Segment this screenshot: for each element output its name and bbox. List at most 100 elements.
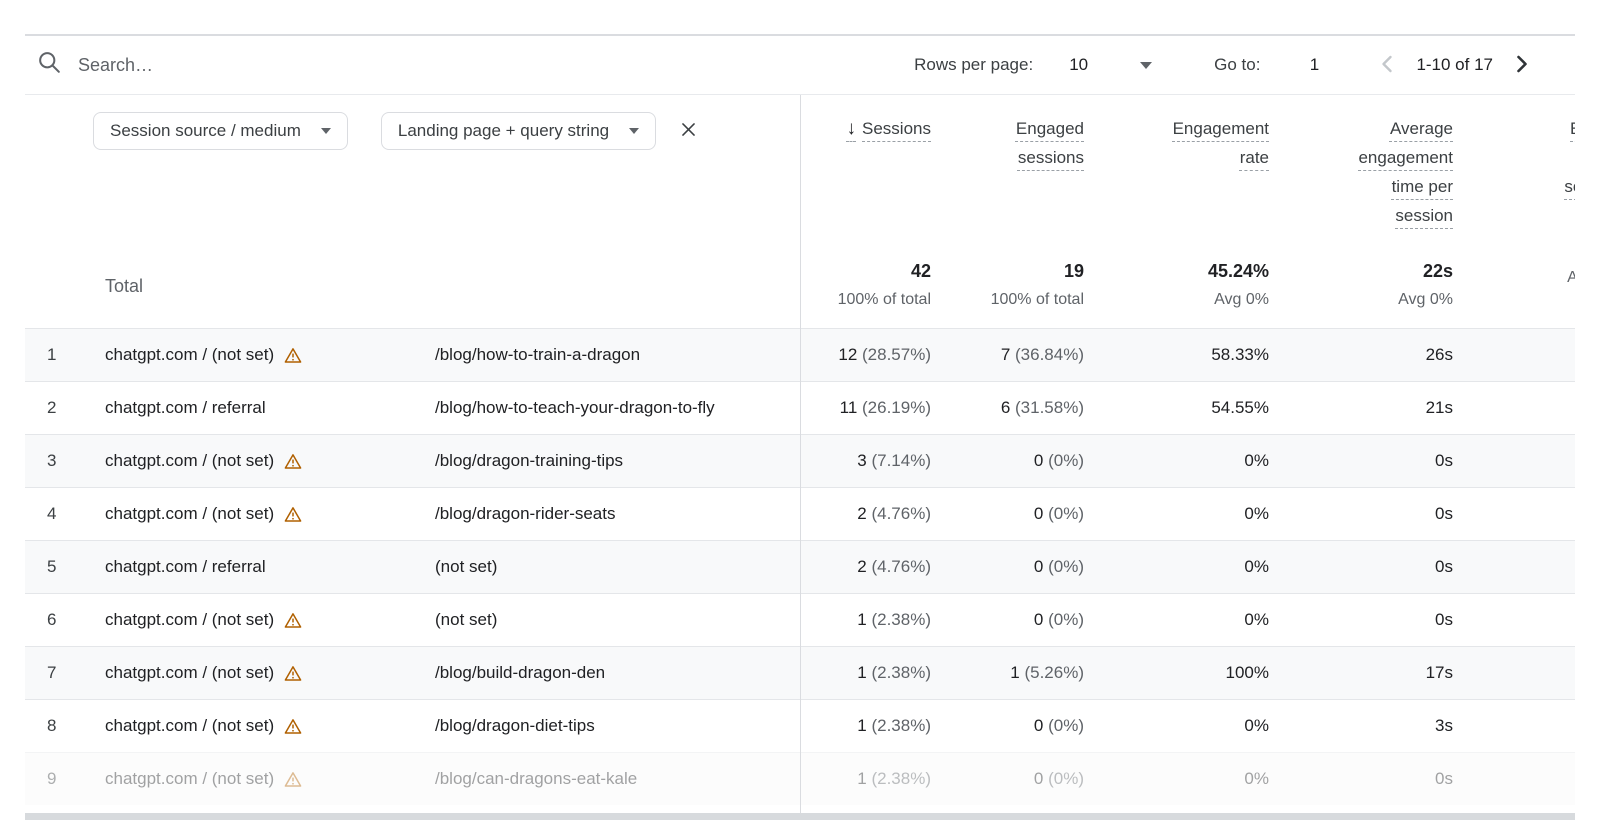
landing-page-cell: /blog/how-to-teach-your-dragon-to-fly xyxy=(435,398,715,417)
session-source-medium-cell: chatgpt.com / (not set) xyxy=(105,451,435,471)
engaged-sessions-cell: 0 (0%) xyxy=(1033,557,1084,576)
pagination-controls: Rows per page: 10 Go to: 1-10 of 17 xyxy=(914,50,1535,81)
sessions-cell: 2 (4.76%) xyxy=(857,557,931,576)
sessions-cell: 1 (2.38%) xyxy=(857,716,931,735)
engaged-sessions-cell: 1 (5.26%) xyxy=(1010,663,1084,682)
dimension-select-landing-page[interactable]: Landing page + query string xyxy=(380,112,657,150)
engaged-sessions-cell: 0 (0%) xyxy=(1033,610,1084,629)
column-header-engagement-rate[interactable]: Engagement rate xyxy=(1172,119,1269,167)
chevron-down-icon xyxy=(1140,61,1153,69)
session-source-medium-cell: chatgpt.com / referral xyxy=(105,557,435,577)
column-header-sessions[interactable]: ↓ Sessions xyxy=(846,118,931,139)
engagement-rate-cell: 0% xyxy=(1244,557,1269,576)
session-source-medium-cell: chatgpt.com / (not set) xyxy=(105,716,435,736)
total-events-per-session: Avg 0% xyxy=(1463,242,1575,287)
total-label: Total xyxy=(105,276,144,296)
row-index: 4 xyxy=(47,504,57,523)
source-medium-value: chatgpt.com / (not set) xyxy=(105,451,275,470)
chevron-left-icon xyxy=(1376,52,1400,79)
row-index: 3 xyxy=(47,451,57,470)
source-medium-value: chatgpt.com / (not set) xyxy=(105,663,275,682)
search-icon xyxy=(36,49,63,81)
session-source-medium-cell: chatgpt.com / (not set) xyxy=(105,663,435,683)
engagement-rate-cell: 100% xyxy=(1225,663,1269,682)
row-index: 5 xyxy=(47,557,57,576)
avg-engagement-time-cell: 0s xyxy=(1435,451,1453,470)
engagement-rate-cell: 0% xyxy=(1244,716,1269,735)
sessions-cell: 1 (2.38%) xyxy=(857,663,931,682)
close-icon xyxy=(679,120,698,142)
session-source-medium-cell: chatgpt.com / referral xyxy=(105,398,435,418)
chevron-down-icon xyxy=(320,128,331,134)
landing-page-cell: (not set) xyxy=(435,610,498,629)
engagement-rate-cell: 54.55% xyxy=(1211,398,1269,417)
session-source-medium-cell: chatgpt.com / (not set) xyxy=(105,610,435,630)
engagement-rate-cell: 0% xyxy=(1244,610,1269,629)
row-index: 8 xyxy=(47,716,57,735)
next-page-button[interactable] xyxy=(1507,50,1535,81)
dimension-select-source-medium[interactable]: Session source / medium xyxy=(93,112,348,150)
engaged-sessions-cell: 0 (0%) xyxy=(1033,769,1084,788)
avg-engagement-time-cell: 0s xyxy=(1435,557,1453,576)
source-medium-value: chatgpt.com / (not set) xyxy=(105,610,275,629)
pagination-range: 1-10 of 17 xyxy=(1416,55,1493,74)
warning-icon[interactable] xyxy=(283,770,303,789)
row-index: 9 xyxy=(47,769,57,788)
column-divider xyxy=(800,95,801,820)
rows-per-page-select[interactable]: 10 xyxy=(1069,55,1153,75)
session-source-medium-cell: chatgpt.com / (not set) xyxy=(105,769,435,789)
total-engaged-sessions: 19 100% of total xyxy=(990,261,1084,308)
avg-engagement-time-cell: 0s xyxy=(1435,769,1453,788)
warning-icon[interactable] xyxy=(283,611,303,630)
landing-page-cell: /blog/can-dragons-eat-kale xyxy=(435,769,638,788)
remove-dimension-button[interactable] xyxy=(677,118,700,144)
engaged-sessions-cell: 0 (0%) xyxy=(1033,451,1084,470)
total-avg-engagement-time: 22s Avg 0% xyxy=(1398,261,1453,308)
source-medium-value: chatgpt.com / (not set) xyxy=(105,716,275,735)
source-medium-value: chatgpt.com / (not set) xyxy=(105,504,275,523)
rows-per-page-label: Rows per page: xyxy=(914,55,1034,74)
search-input[interactable] xyxy=(78,54,398,76)
go-to-label: Go to: xyxy=(1214,55,1261,74)
warning-icon[interactable] xyxy=(283,717,303,736)
warning-icon[interactable] xyxy=(283,664,303,683)
chevron-right-icon xyxy=(1509,52,1533,79)
engagement-rate-cell: 0% xyxy=(1244,451,1269,470)
engaged-sessions-cell: 0 (0%) xyxy=(1033,504,1084,523)
sessions-cell: 1 (2.38%) xyxy=(857,769,931,788)
engagement-rate-cell: 0% xyxy=(1244,769,1269,788)
source-medium-value: chatgpt.com / (not set) xyxy=(105,769,275,788)
sessions-cell: 12 (28.57%) xyxy=(838,345,931,364)
dimension-select-label: Landing page + query string xyxy=(397,121,610,140)
engaged-sessions-cell: 0 (0%) xyxy=(1033,716,1084,735)
sort-descending-icon: ↓ xyxy=(846,118,857,139)
engagement-rate-cell: 58.33% xyxy=(1211,345,1269,364)
table-toolbar: Rows per page: 10 Go to: 1-10 of 17 xyxy=(25,36,1575,95)
previous-page-button[interactable] xyxy=(1374,50,1402,81)
avg-engagement-time-cell: 21s xyxy=(1425,398,1453,417)
engaged-sessions-cell: 6 (31.58%) xyxy=(1000,398,1084,417)
landing-page-cell: /blog/dragon-training-tips xyxy=(435,451,624,470)
column-header-engaged-sessions[interactable]: Engaged sessions xyxy=(1015,119,1084,167)
rows-per-page-value: 10 xyxy=(1069,55,1089,74)
sessions-cell: 2 (4.76%) xyxy=(857,504,931,523)
sessions-cell: 1 (2.38%) xyxy=(857,610,931,629)
column-header-avg-engagement-time[interactable]: Average engagement time per session xyxy=(1358,119,1453,225)
column-header-events-per-session[interactable]: Events per session xyxy=(1564,119,1575,196)
warning-icon[interactable] xyxy=(283,346,303,365)
sessions-cell: 3 (7.14%) xyxy=(857,451,931,470)
engaged-sessions-cell: 7 (36.84%) xyxy=(1000,345,1084,364)
row-index: 2 xyxy=(47,398,57,417)
totals-row: Total 42 100% of total 19 100% of total … xyxy=(25,242,1575,328)
bottom-edge xyxy=(25,813,1575,820)
warning-icon[interactable] xyxy=(283,505,303,524)
go-to-page-input[interactable] xyxy=(1294,55,1335,75)
total-sessions: 42 100% of total xyxy=(837,261,931,308)
avg-engagement-time-cell: 26s xyxy=(1425,345,1453,364)
landing-page-cell: /blog/build-dragon-den xyxy=(435,663,606,682)
landing-page-cell: /blog/dragon-rider-seats xyxy=(435,504,616,523)
search-box xyxy=(36,49,398,81)
warning-icon[interactable] xyxy=(283,452,303,471)
sessions-cell: 11 (26.19%) xyxy=(839,398,931,417)
landing-page-cell: /blog/dragon-diet-tips xyxy=(435,716,595,735)
